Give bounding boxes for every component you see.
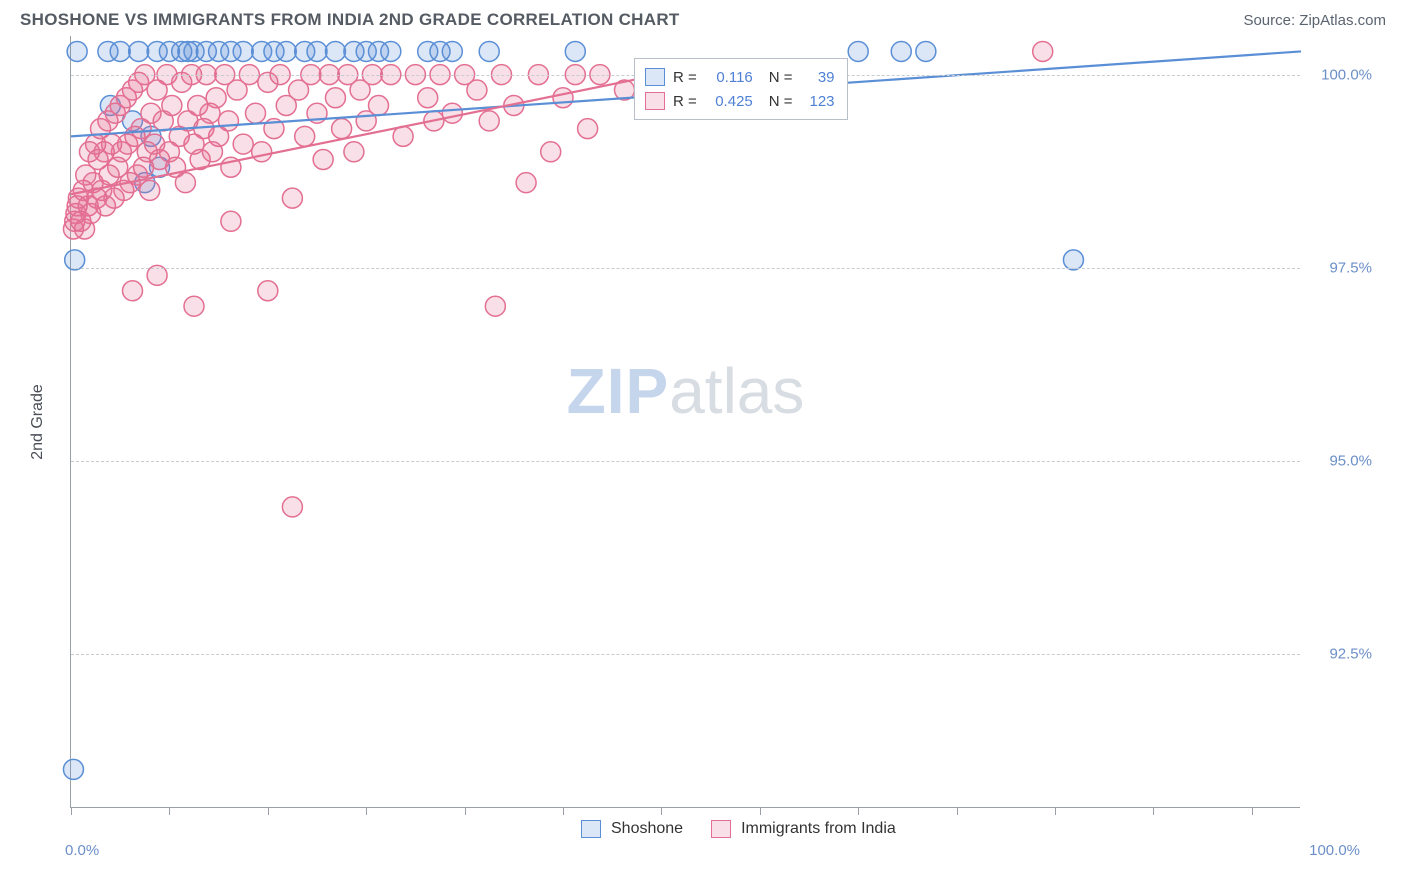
x-tick — [563, 807, 564, 815]
data-point — [233, 134, 253, 154]
x-tick — [268, 807, 269, 815]
legend-n-value: 123 — [801, 93, 835, 110]
chart-title: SHOSHONE VS IMMIGRANTS FROM INDIA 2ND GR… — [20, 10, 680, 30]
data-point — [442, 103, 462, 123]
legend-swatch — [645, 92, 665, 110]
gridline-h — [71, 268, 1300, 269]
data-point — [63, 759, 83, 779]
data-point — [282, 497, 302, 517]
legend-r-value: 0.425 — [705, 93, 753, 110]
data-point — [282, 188, 302, 208]
legend-n-value: 39 — [801, 69, 835, 86]
data-point — [184, 296, 204, 316]
plot-area: ZIPatlas 92.5%95.0%97.5%100.0%0.0%100.0%… — [70, 36, 1300, 808]
legend-r-value: 0.116 — [705, 69, 753, 86]
data-point — [565, 41, 585, 61]
data-point — [418, 88, 438, 108]
data-point — [578, 119, 598, 139]
data-point — [485, 296, 505, 316]
series-legend-item: Shoshone — [581, 820, 683, 838]
legend-swatch — [645, 68, 665, 86]
x-tick — [366, 807, 367, 815]
data-point — [479, 111, 499, 131]
data-point — [123, 281, 143, 301]
y-tick-label: 95.0% — [1308, 452, 1372, 469]
gridline-h — [71, 654, 1300, 655]
chart-source: Source: ZipAtlas.com — [1243, 12, 1386, 29]
data-point — [129, 41, 149, 61]
data-point — [541, 142, 561, 162]
legend-n-label: N = — [769, 69, 793, 86]
chart-area: 2nd Grade ZIPatlas 92.5%95.0%97.5%100.0%… — [20, 36, 1386, 868]
x-tick-label: 0.0% — [65, 842, 99, 859]
data-point — [162, 95, 182, 115]
legend-r-label: R = — [673, 93, 697, 110]
series-legend: Shoshone Immigrants from India — [581, 820, 896, 838]
x-tick — [465, 807, 466, 815]
y-tick-label: 100.0% — [1308, 66, 1372, 83]
data-point — [344, 142, 364, 162]
legend-row: R = 0.116 N = 39 — [645, 65, 835, 89]
data-point — [369, 95, 389, 115]
x-tick — [1153, 807, 1154, 815]
legend-swatch — [581, 820, 601, 838]
data-point — [916, 41, 936, 61]
series-legend-label: Immigrants from India — [741, 820, 896, 838]
data-point — [206, 88, 226, 108]
data-point — [110, 41, 130, 61]
data-point — [393, 126, 413, 146]
data-point — [848, 41, 868, 61]
y-tick-label: 92.5% — [1308, 645, 1372, 662]
data-point — [218, 111, 238, 131]
data-point — [140, 180, 160, 200]
data-point — [252, 142, 272, 162]
data-point — [233, 41, 253, 61]
x-tick — [957, 807, 958, 815]
data-point — [891, 41, 911, 61]
series-legend-item: Immigrants from India — [711, 820, 896, 838]
data-point — [332, 119, 352, 139]
plot-svg — [71, 36, 1301, 808]
y-tick-label: 97.5% — [1308, 259, 1372, 276]
x-tick — [71, 807, 72, 815]
legend-swatch — [711, 820, 731, 838]
series-legend-label: Shoshone — [611, 820, 683, 838]
y-axis-label: 2nd Grade — [29, 384, 47, 460]
x-tick — [661, 807, 662, 815]
data-point — [381, 41, 401, 61]
data-point — [221, 211, 241, 231]
legend-n-label: N = — [769, 93, 793, 110]
data-point — [67, 41, 87, 61]
data-point — [307, 41, 327, 61]
x-tick — [1252, 807, 1253, 815]
data-point — [175, 173, 195, 193]
x-tick-label: 100.0% — [1309, 842, 1360, 859]
data-point — [246, 103, 266, 123]
data-point — [553, 88, 573, 108]
data-point — [258, 281, 278, 301]
correlation-legend: R = 0.116 N = 39 R = 0.425 N = 123 — [634, 58, 848, 120]
data-point — [1033, 41, 1053, 61]
x-tick — [760, 807, 761, 815]
data-point — [313, 150, 333, 170]
data-point — [516, 173, 536, 193]
legend-r-label: R = — [673, 69, 697, 86]
x-tick — [858, 807, 859, 815]
data-point — [442, 41, 462, 61]
data-point — [325, 88, 345, 108]
data-point — [467, 80, 487, 100]
gridline-h — [71, 461, 1300, 462]
chart-header: SHOSHONE VS IMMIGRANTS FROM INDIA 2ND GR… — [0, 0, 1406, 36]
x-tick — [169, 807, 170, 815]
data-point — [479, 41, 499, 61]
x-tick — [1055, 807, 1056, 815]
legend-row: R = 0.425 N = 123 — [645, 89, 835, 113]
data-point — [295, 126, 315, 146]
data-point — [276, 41, 296, 61]
data-point — [325, 41, 345, 61]
